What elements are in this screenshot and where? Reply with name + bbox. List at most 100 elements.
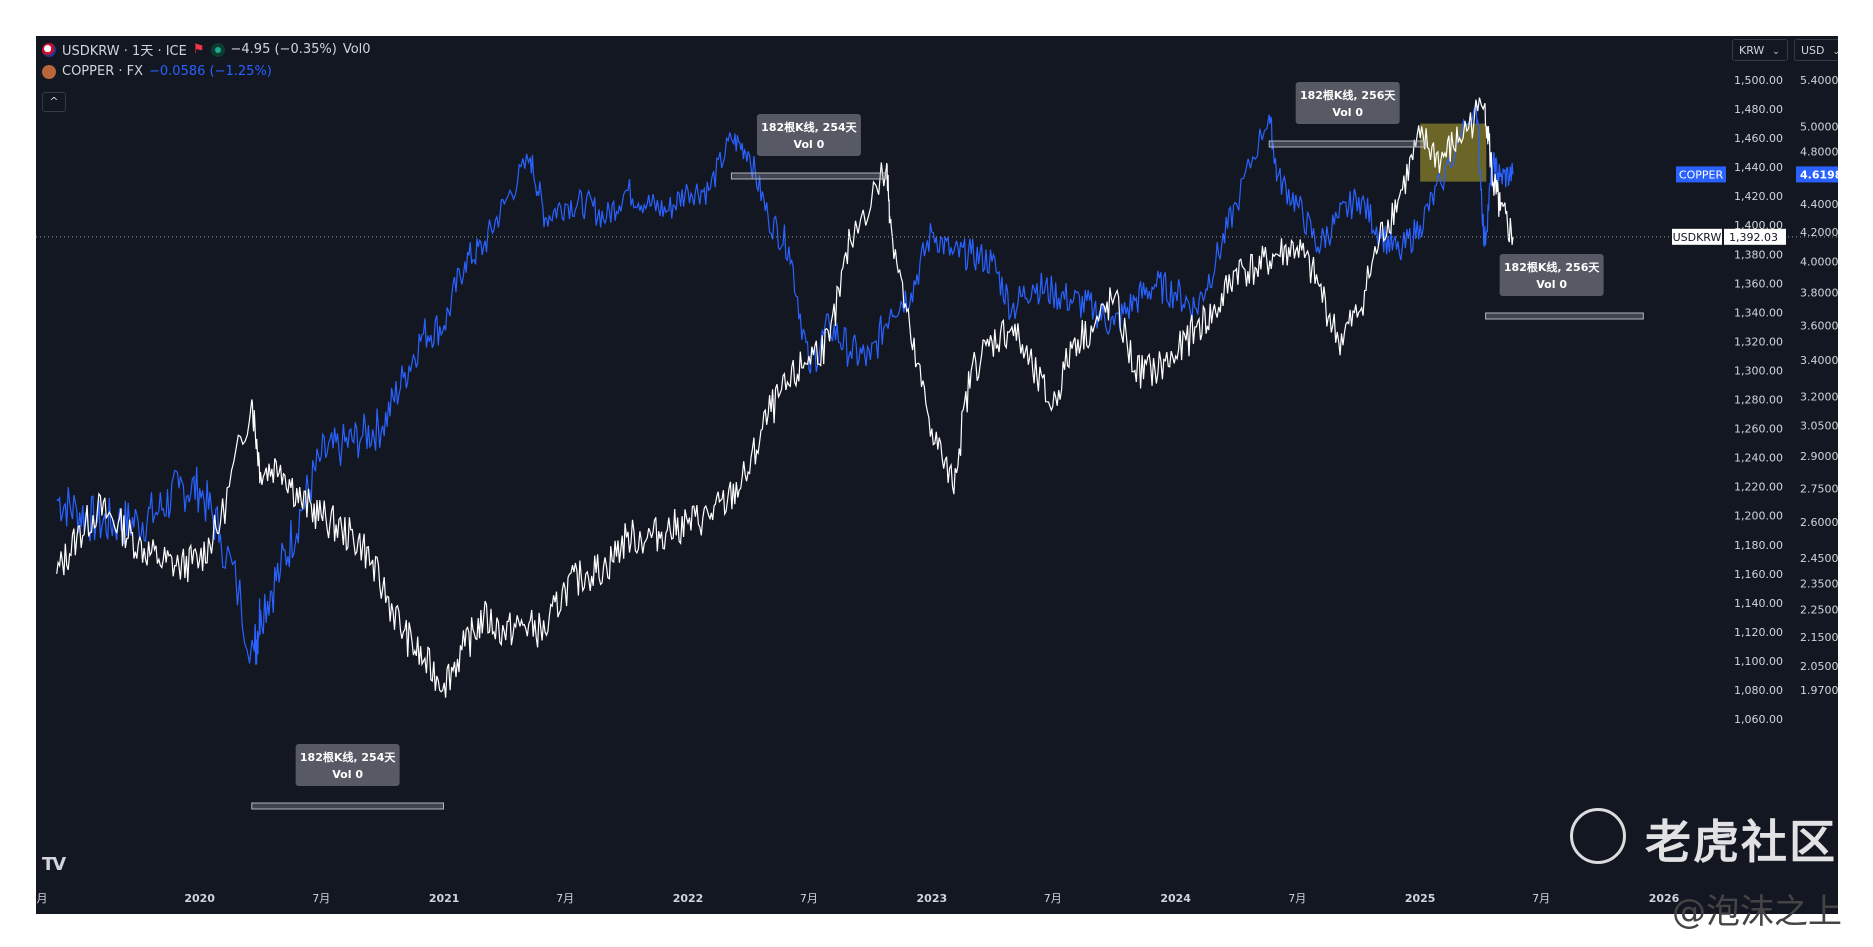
us-flag-icon (42, 42, 56, 57)
legend-copper-change: −0.0586 (−1.25%) (149, 64, 272, 79)
time-axis-tick: 2025 (1405, 892, 1436, 905)
chevron-down-icon: ⌄ (1832, 47, 1838, 57)
legend-usdkrw[interactable]: USDKRW · 1天 · ICE ⚑ −4.95 (−0.35%) Vol0 (42, 40, 371, 59)
usd-axis-tick: 4.4000 (1800, 198, 1838, 211)
usd-axis-tick: 4.2000 (1800, 226, 1838, 239)
krw-axis-tick: 1,060.00 (1734, 713, 1783, 726)
range-label-title: 182根K线, 254天 (761, 120, 857, 134)
time-axis-tick: 7月 (556, 892, 574, 905)
legend-usdkrw-vol: Vol0 (342, 42, 371, 57)
time-axis-tick: 7月 (1288, 892, 1306, 905)
usd-axis-tick: 2.6000 (1800, 516, 1838, 529)
usd-axis-tick: 2.2500 (1800, 604, 1838, 617)
usd-currency-select[interactable]: USD ⌄ (1794, 39, 1838, 61)
time-axis-tick: 2020 (184, 892, 215, 905)
range-measure-bar[interactable] (1268, 140, 1427, 148)
krw-axis-tick: 1,240.00 (1734, 452, 1783, 465)
flag-icon: ⚑ (192, 42, 205, 57)
range-label-box[interactable] (756, 114, 861, 156)
usdkrw-series-line[interactable] (56, 97, 1514, 698)
legend-usdkrw-change: −4.95 (−0.35%) (230, 42, 337, 57)
usdkrw-name-tag-text: USDKRW (1673, 231, 1722, 244)
krw-axis-tick: 1,300.00 (1734, 364, 1783, 377)
range-label-sub: Vol 0 (332, 768, 363, 781)
krw-axis-tick: 1,420.00 (1734, 190, 1783, 203)
range-measure-bar[interactable] (251, 802, 445, 810)
range-measure-bar[interactable] (1485, 312, 1644, 320)
copper-price-tag-text: 4.6198 (1800, 168, 1838, 181)
usdkrw-name-tag (1672, 228, 1722, 245)
brand-watermark: 老虎社区 (1645, 815, 1837, 869)
legend-copper-label: COPPER · FX (62, 64, 144, 79)
usd-axis-tick: 3.8000 (1800, 287, 1838, 300)
chart-frame: 1,500.00 1,480.00 1,460.00 1,440.00 1,420.00… (36, 36, 1838, 914)
range-label-title: 182根K线, 256天 (1300, 88, 1396, 102)
range-label-box[interactable] (1295, 82, 1400, 124)
usd-axis-tick: 5.4000 (1800, 74, 1838, 87)
range-label-box[interactable] (1499, 254, 1604, 296)
usd-axis-tick: 2.3500 (1800, 577, 1838, 590)
legend-collapse-button[interactable]: ^ (42, 92, 66, 112)
time-axis-tick: 月 (37, 892, 48, 905)
copper-name-tag-text: COPPER (1679, 168, 1724, 181)
krw-axis-tick: 1,140.00 (1734, 597, 1783, 610)
krw-axis-tick: 1,160.00 (1734, 568, 1783, 581)
krw-currency-select[interactable]: KRW ⌄ (1732, 39, 1788, 61)
range-label-sub: Vol 0 (794, 138, 825, 151)
time-axis-tick: 2023 (917, 892, 948, 905)
time-axis-tick: 7月 (1532, 892, 1550, 905)
handle-watermark: @泡沫之上 (1672, 892, 1842, 932)
copper-series-line[interactable] (56, 102, 1514, 665)
usd-axis-tick: 2.7500 (1800, 482, 1838, 495)
copper-name-tag (1676, 166, 1726, 183)
krw-axis-tick: 1,500.00 (1734, 74, 1783, 87)
krw-axis-tick: 1,080.00 (1734, 684, 1783, 697)
time-axis-tick: 7月 (312, 892, 330, 905)
usd-axis-tick: 3.2000 (1800, 391, 1838, 404)
time-axis-tick: 2026 (1649, 892, 1680, 905)
usd-axis-tick: 2.1500 (1800, 631, 1838, 644)
krw-axis-tick: 1,480.00 (1734, 103, 1783, 116)
usdkrw-price-tag-text: 1,392.03 (1729, 231, 1778, 244)
krw-axis-tick: 1,120.00 (1734, 626, 1783, 639)
krw-axis-tick: 1,180.00 (1734, 539, 1783, 552)
krw-axis-tick: 1,340.00 (1734, 306, 1783, 319)
range-label-box[interactable] (295, 744, 400, 786)
usd-axis-tick: 5.0000 (1800, 121, 1838, 134)
price-chart[interactable]: 1,500.00 1,480.00 1,460.00 1,440.00 1,420.00… (36, 36, 1838, 914)
krw-axis-tick: 1,260.00 (1734, 423, 1783, 436)
usd-axis-tick: 1.9700 (1800, 684, 1838, 697)
usd-axis-tick: 3.4000 (1800, 354, 1838, 367)
usd-axis-tick: 2.4500 (1800, 552, 1838, 565)
usd-axis-tick: 3.0500 (1800, 420, 1838, 433)
krw-axis-tick: 1,360.00 (1734, 277, 1783, 290)
range-label-sub: Vol 0 (1332, 106, 1363, 119)
krw-axis-tick: 1,280.00 (1734, 394, 1783, 407)
legend-copper[interactable]: COPPER · FX −0.0586 (−1.25%) (42, 64, 272, 79)
krw-axis-tick: 1,440.00 (1734, 161, 1783, 174)
range-label-sub: Vol 0 (1536, 278, 1567, 291)
krw-axis-tick: 1,220.00 (1734, 481, 1783, 494)
range-measure-bar[interactable] (730, 172, 887, 180)
usd-select-label: USD (1801, 44, 1825, 57)
range-label-title: 182根K线, 254天 (300, 750, 396, 764)
tradingview-logo-icon: TV (42, 854, 66, 875)
krw-axis-tick: 1,380.00 (1734, 248, 1783, 261)
copper-icon (42, 64, 56, 79)
krw-axis-tick: 1,100.00 (1734, 655, 1783, 668)
usd-axis-tick: 4.8000 (1800, 145, 1838, 158)
time-axis-tick: 7月 (800, 892, 818, 905)
usd-axis-tick: 4.0000 (1800, 256, 1838, 269)
time-axis-tick: 7月 (1044, 892, 1062, 905)
usdkrw-price-tag (1724, 228, 1786, 245)
usd-axis-tick: 2.9000 (1800, 450, 1838, 463)
range-label-title: 182根K线, 256天 (1504, 260, 1600, 274)
time-axis-tick: 2024 (1160, 892, 1191, 905)
legend-usdkrw-label: USDKRW · 1天 · ICE (62, 44, 187, 59)
usd-axis-tick: 3.6000 (1800, 319, 1838, 332)
krw-axis-tick: 1,320.00 (1734, 335, 1783, 348)
krw-axis-tick: 1,200.00 (1734, 510, 1783, 523)
usd-axis-tick: 2.0500 (1800, 660, 1838, 673)
time-axis-tick: 2021 (429, 892, 460, 905)
tiger-logo-icon (1570, 808, 1626, 864)
